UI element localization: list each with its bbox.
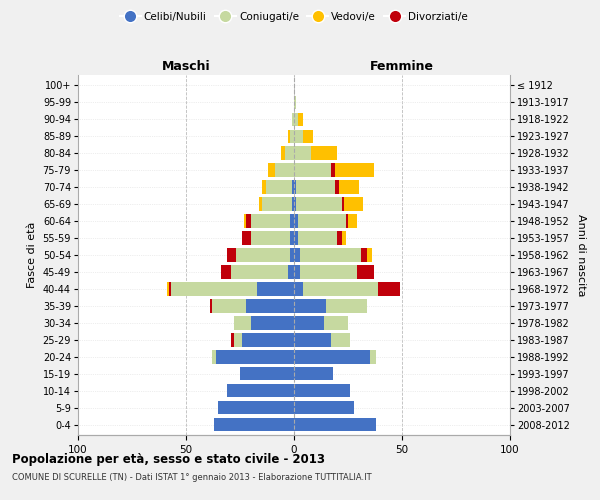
Bar <box>268 164 275 176</box>
Bar <box>294 248 301 262</box>
Bar <box>214 418 294 432</box>
Bar <box>294 146 311 160</box>
Bar <box>340 180 359 194</box>
Bar <box>324 316 348 330</box>
Bar <box>326 300 367 312</box>
Bar <box>167 282 169 296</box>
Bar <box>331 164 335 176</box>
Bar <box>292 180 294 194</box>
Bar <box>251 214 290 228</box>
Bar <box>251 316 294 330</box>
Bar <box>302 282 378 296</box>
Bar <box>262 198 292 210</box>
Bar <box>236 248 290 262</box>
Bar <box>361 248 367 262</box>
Bar <box>301 248 361 262</box>
Bar <box>335 164 374 176</box>
Bar <box>169 282 171 296</box>
Bar <box>294 96 296 109</box>
Bar <box>378 282 400 296</box>
Bar <box>227 248 236 262</box>
Bar <box>218 401 294 414</box>
Bar <box>294 214 298 228</box>
Bar <box>294 180 296 194</box>
Bar <box>251 232 290 244</box>
Bar <box>294 130 302 143</box>
Bar <box>242 334 294 346</box>
Bar <box>294 232 298 244</box>
Bar <box>294 350 370 364</box>
Bar <box>294 112 298 126</box>
Bar <box>262 180 266 194</box>
Bar <box>233 334 242 346</box>
Bar <box>341 198 344 210</box>
Bar <box>292 198 294 210</box>
Bar <box>301 266 356 278</box>
Bar <box>212 350 216 364</box>
Bar <box>335 180 340 194</box>
Bar <box>294 198 296 210</box>
Bar <box>296 198 341 210</box>
Bar <box>257 282 294 296</box>
Text: Popolazione per età, sesso e stato civile - 2013: Popolazione per età, sesso e stato civil… <box>12 452 325 466</box>
Bar <box>294 418 376 432</box>
Text: Femmine: Femmine <box>370 60 434 74</box>
Bar <box>210 300 212 312</box>
Bar <box>216 350 294 364</box>
Bar <box>294 384 350 398</box>
Bar <box>259 198 262 210</box>
Bar <box>290 248 294 262</box>
Bar <box>266 180 292 194</box>
Bar <box>370 350 376 364</box>
Bar <box>290 130 294 143</box>
Bar <box>212 300 247 312</box>
Bar <box>242 232 251 244</box>
Bar <box>294 401 355 414</box>
Bar <box>294 367 333 380</box>
Bar <box>344 198 363 210</box>
Bar <box>275 164 294 176</box>
Bar <box>294 266 301 278</box>
Legend: Celibi/Nubili, Coniugati/e, Vedovi/e, Divorziati/e: Celibi/Nubili, Coniugati/e, Vedovi/e, Di… <box>116 8 472 26</box>
Bar <box>281 146 286 160</box>
Y-axis label: Fasce di età: Fasce di età <box>27 222 37 288</box>
Bar <box>286 146 294 160</box>
Bar <box>331 334 350 346</box>
Bar <box>341 232 346 244</box>
Bar <box>367 248 372 262</box>
Bar <box>227 384 294 398</box>
Bar <box>292 112 294 126</box>
Bar <box>294 316 324 330</box>
Bar <box>294 282 302 296</box>
Bar <box>232 266 287 278</box>
Bar <box>232 334 233 346</box>
Bar <box>302 130 313 143</box>
Bar <box>311 146 337 160</box>
Bar <box>247 214 251 228</box>
Bar <box>356 266 374 278</box>
Bar <box>221 266 232 278</box>
Bar <box>294 334 331 346</box>
Bar <box>244 214 247 228</box>
Bar <box>346 214 348 228</box>
Bar <box>337 232 341 244</box>
Text: Maschi: Maschi <box>161 60 211 74</box>
Bar <box>298 112 302 126</box>
Bar <box>247 300 294 312</box>
Bar <box>294 164 331 176</box>
Bar <box>240 367 294 380</box>
Bar <box>171 282 257 296</box>
Bar <box>287 266 294 278</box>
Bar <box>348 214 356 228</box>
Bar <box>233 316 251 330</box>
Bar <box>298 214 346 228</box>
Bar <box>287 130 290 143</box>
Bar <box>296 180 335 194</box>
Y-axis label: Anni di nascita: Anni di nascita <box>577 214 586 296</box>
Bar <box>294 300 326 312</box>
Text: COMUNE DI SCURELLE (TN) - Dati ISTAT 1° gennaio 2013 - Elaborazione TUTTITALIA.I: COMUNE DI SCURELLE (TN) - Dati ISTAT 1° … <box>12 472 371 482</box>
Bar <box>290 214 294 228</box>
Bar <box>298 232 337 244</box>
Bar <box>290 232 294 244</box>
